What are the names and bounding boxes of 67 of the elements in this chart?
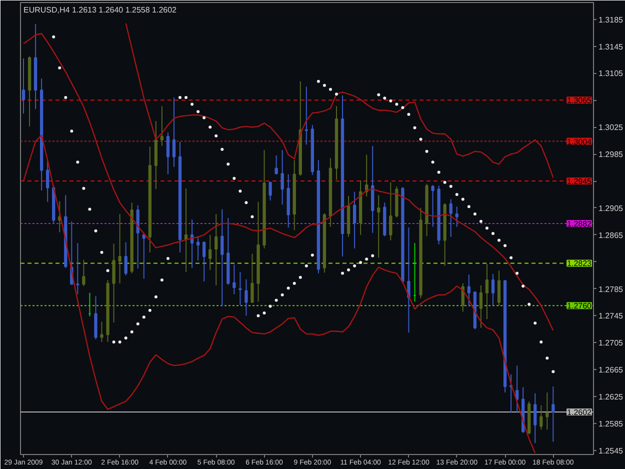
candlestick bbox=[540, 404, 543, 430]
y-tick-label: 1.3105 bbox=[598, 69, 624, 78]
candlestick bbox=[250, 253, 254, 304]
candlestick bbox=[220, 208, 224, 307]
candlestick bbox=[172, 96, 176, 168]
candlestick bbox=[208, 234, 212, 270]
candlestick bbox=[82, 259, 86, 287]
candlestick bbox=[280, 150, 284, 206]
candlestick bbox=[124, 242, 128, 276]
y-tick-label: 1.2745 bbox=[598, 312, 624, 321]
candlestick bbox=[244, 278, 248, 316]
ref-line-label: 1.2823 bbox=[567, 259, 592, 268]
y-tick-label: 1.2545 bbox=[598, 446, 624, 456]
y-tick-label: 1.2985 bbox=[598, 150, 624, 160]
y-tick-label: 1.2865 bbox=[598, 230, 624, 240]
candlestick bbox=[352, 191, 356, 249]
candlestick bbox=[238, 271, 242, 306]
candlestick bbox=[407, 226, 410, 334]
y-tick-label: 1.3145 bbox=[598, 42, 624, 52]
line-series bbox=[22, 134, 536, 454]
ref-line-label: 1.3004 bbox=[567, 137, 592, 146]
y-tick-label: 1.3025 bbox=[598, 123, 624, 132]
line-series bbox=[22, 32, 554, 332]
ref-line-label: 1.2945 bbox=[567, 177, 592, 186]
candlestick bbox=[497, 270, 501, 306]
ref-line-label: 1.2602 bbox=[567, 408, 592, 418]
candlestick bbox=[118, 214, 122, 284]
y-tick-label: 1.2585 bbox=[598, 420, 624, 429]
candlestick bbox=[76, 242, 80, 295]
candlestick bbox=[552, 386, 555, 442]
chart-title: EURUSD,H4 1.2613 1.2640 1.2558 1.2602 bbox=[24, 6, 178, 14]
y-tick-label: 1.2905 bbox=[598, 204, 624, 213]
candlestick bbox=[389, 182, 392, 241]
candlestick bbox=[455, 206, 458, 228]
candlestick bbox=[449, 198, 452, 238]
ref-line-label: 1.2760 bbox=[567, 302, 592, 311]
candlestick bbox=[304, 86, 308, 146]
candlestick bbox=[196, 236, 200, 261]
candlestick bbox=[479, 284, 483, 328]
candlestick bbox=[46, 158, 50, 202]
candlestick bbox=[166, 132, 170, 175]
candlestick bbox=[534, 392, 537, 444]
candlestick bbox=[485, 263, 489, 320]
candlestick bbox=[160, 106, 164, 146]
candlestick bbox=[112, 243, 116, 323]
candlestick bbox=[546, 392, 549, 430]
candlestick bbox=[274, 154, 278, 175]
candlestick bbox=[202, 241, 206, 282]
candlestick bbox=[491, 273, 495, 306]
candlestick bbox=[431, 184, 434, 228]
candlestick bbox=[232, 264, 236, 295]
y-tick-label: 1.3185 bbox=[598, 15, 624, 24]
y-tick-label: 1.2625 bbox=[598, 392, 624, 402]
candlestick bbox=[214, 214, 218, 286]
candlestick bbox=[94, 296, 98, 340]
candlestick bbox=[22, 58, 26, 114]
line-series bbox=[125, 22, 554, 178]
y-tick-label: 1.2785 bbox=[598, 284, 624, 294]
candlestick bbox=[377, 194, 380, 258]
candlestick bbox=[268, 181, 272, 202]
ref-line-label: 1.3065 bbox=[567, 96, 592, 106]
y-tick-label: 1.2705 bbox=[598, 338, 624, 348]
candlestick bbox=[142, 232, 146, 280]
ref-line-label: 1.2882 bbox=[567, 219, 592, 228]
y-tick-label: 1.2665 bbox=[598, 366, 624, 375]
candlestick bbox=[467, 274, 470, 307]
candlestick bbox=[100, 321, 104, 343]
